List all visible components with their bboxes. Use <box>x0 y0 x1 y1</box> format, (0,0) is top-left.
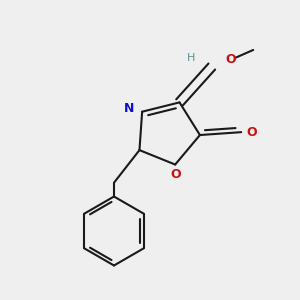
Text: O: O <box>226 53 236 66</box>
Text: H: H <box>187 53 195 63</box>
Text: O: O <box>246 126 257 139</box>
Text: N: N <box>124 102 134 116</box>
Text: O: O <box>170 168 181 182</box>
